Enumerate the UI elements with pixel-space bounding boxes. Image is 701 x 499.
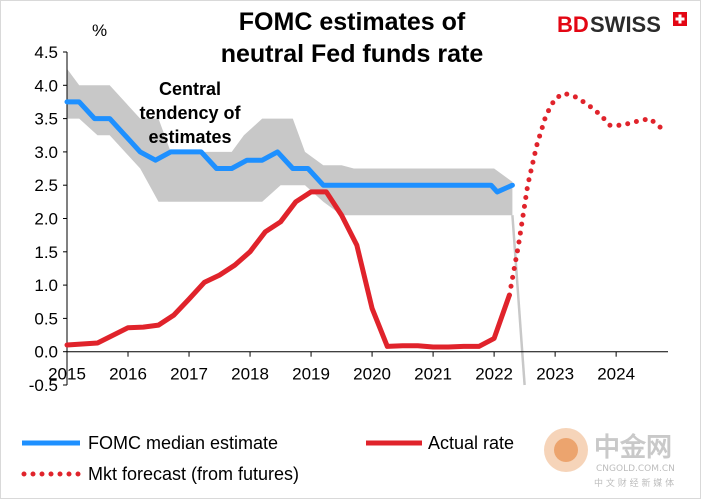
legend: FOMC median estimate Actual rate Mkt for… [21, 433, 514, 484]
y-tick-label: 3.0 [34, 143, 58, 162]
series-actual-rate-line [64, 189, 512, 350]
cngold-logo-inner [554, 438, 578, 462]
y-tick-label: 0.5 [34, 309, 58, 328]
watermark-chinese: 中金网 [594, 432, 672, 463]
y-tick-label: 1.5 [34, 243, 58, 262]
x-tick-label: 2015 [48, 365, 86, 384]
legend-label-fomc-median: FOMC median estimate [88, 433, 278, 453]
annotation-line-1: Central [159, 79, 221, 99]
swiss-cross-h [675, 17, 685, 21]
series-fomc-median-line [64, 99, 515, 195]
y-tick-label: 2.0 [34, 210, 58, 229]
central-tendency-band-layer [67, 68, 526, 386]
brand-swiss: SWISS [590, 12, 661, 37]
tick-label-layer: -0.5 0.0 0.5 1.0 1.5 2.0 2.5 3.0 3.5 4.0 4.5 2015 20… [29, 43, 635, 395]
y-tick-label: 2.5 [34, 176, 58, 195]
y-unit-label: % [92, 21, 107, 40]
annotation-line-2: tendency of [139, 103, 241, 123]
watermark-tagline: 中 文 财 经 新 媒 体 [594, 477, 674, 489]
annotation-line-3: estimates [148, 127, 231, 147]
y-tick-label: -0.5 [29, 376, 58, 395]
central-tendency-band [67, 68, 513, 216]
x-tick-label: 2016 [109, 365, 147, 384]
cngold-watermark: 中金网 CNGOLD.COM.CN 中 文 财 经 新 媒 体 [544, 428, 675, 489]
series-mkt-forecast-line [506, 90, 665, 298]
central-tendency-drop-line [511, 215, 526, 386]
x-tick-label: 2024 [597, 365, 635, 384]
x-tick-label: 2017 [170, 365, 208, 384]
chart-title-line2: neutral Fed funds rate [221, 40, 484, 68]
y-tick-label: 4.0 [34, 76, 58, 95]
x-tick-label: 2020 [353, 365, 391, 384]
central-tendency-annotation: Central tendency of estimates [139, 79, 241, 147]
axis-layer [63, 51, 668, 386]
bdswiss-logo: BD SWISS [557, 12, 687, 37]
y-tick-label: 4.5 [34, 43, 58, 62]
x-tick-label: 2019 [292, 365, 330, 384]
y-tick-label: 0.0 [34, 343, 58, 362]
legend-label-mkt-forecast: Mkt forecast (from futures) [88, 464, 299, 484]
x-tick-label: 2022 [475, 365, 513, 384]
chart-title-line1: FOMC estimates of [239, 8, 466, 36]
watermark-domain: CNGOLD.COM.CN [596, 464, 675, 474]
y-tick-label: 3.5 [34, 110, 58, 129]
series-layer [64, 90, 665, 350]
x-tick-label: 2018 [231, 365, 269, 384]
legend-label-actual-rate: Actual rate [428, 433, 514, 453]
x-tick-label: 2021 [414, 365, 452, 384]
y-tick-label: 1.0 [34, 276, 58, 295]
x-tick-label: 2023 [536, 365, 574, 384]
brand-bd: BD [557, 12, 589, 37]
